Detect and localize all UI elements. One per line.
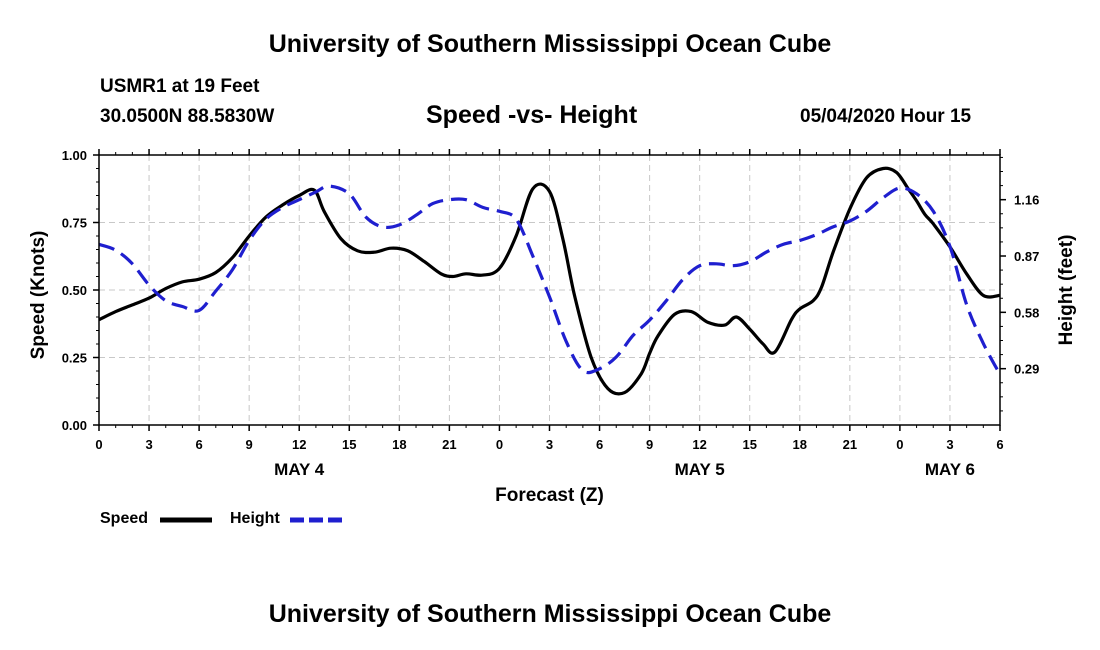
station-coordinates: 30.0500N 88.5830W xyxy=(100,106,275,127)
y2-tick-label: 0.58 xyxy=(1014,305,1039,320)
x-tick-label: 21 xyxy=(442,437,456,452)
x-tick-label: 12 xyxy=(692,437,706,452)
series-lines xyxy=(99,166,1000,396)
y2-tick-label: 0.87 xyxy=(1014,249,1039,264)
y-axis-title: Speed (Knots) xyxy=(28,231,49,360)
x-tick-label: 6 xyxy=(195,437,202,452)
x-tick-label: 3 xyxy=(546,437,553,452)
footer-title: University of Southern Mississippi Ocean… xyxy=(268,600,832,628)
y2-tick-label: 0.29 xyxy=(1014,362,1039,377)
page-title: University of Southern Mississippi Ocean… xyxy=(268,30,832,58)
x-tick-label: 9 xyxy=(246,437,253,452)
x-tick-label: 21 xyxy=(843,437,857,452)
y-tick-label: 0.75 xyxy=(62,216,87,231)
station-label: USMR1 at 19 Feet xyxy=(100,76,260,97)
day-label: MAY 6 xyxy=(925,460,975,479)
legend-label-speed: Speed xyxy=(100,510,149,527)
x-tick-label: 3 xyxy=(946,437,953,452)
y-tick-label: 0.50 xyxy=(62,283,87,298)
day-label: MAY 4 xyxy=(274,460,325,479)
x-tick-label: 18 xyxy=(392,437,406,452)
y-tick-label: 0.00 xyxy=(62,418,87,433)
grid-lines xyxy=(99,155,1000,425)
x-tick-label: 6 xyxy=(596,437,603,452)
y2-tick-label: 1.16 xyxy=(1014,193,1039,208)
y-tick-label: 0.25 xyxy=(62,351,87,366)
x-tick-label: 6 xyxy=(996,437,1003,452)
chart-subtitle: Speed -vs- Height xyxy=(426,101,638,129)
x-tick-label: 0 xyxy=(496,437,503,452)
x-tick-label: 0 xyxy=(896,437,903,452)
y-tick-label: 1.00 xyxy=(62,148,87,163)
legend-label-height: Height xyxy=(230,510,280,527)
x-tick-label: 3 xyxy=(145,437,152,452)
x-tick-label: 15 xyxy=(342,437,356,452)
x-tick-label: 15 xyxy=(742,437,756,452)
x-tick-label: 18 xyxy=(793,437,807,452)
x-tick-label: 0 xyxy=(95,437,102,452)
y2-axis-title: Height (feet) xyxy=(1056,235,1077,346)
day-label: MAY 5 xyxy=(675,460,725,479)
x-axis-title: Forecast (Z) xyxy=(495,485,604,506)
x-tick-label: 9 xyxy=(646,437,653,452)
axes: 0 3 6 9 12 15 18 21 0 3 6 9 12 15 18 21 0 3 6 0.00 0.25 0.50 0… xyxy=(28,148,1077,506)
series-line-height xyxy=(99,184,1000,376)
forecast-datetime: 05/04/2020 Hour 15 xyxy=(800,106,972,127)
x-tick-label: 12 xyxy=(292,437,306,452)
